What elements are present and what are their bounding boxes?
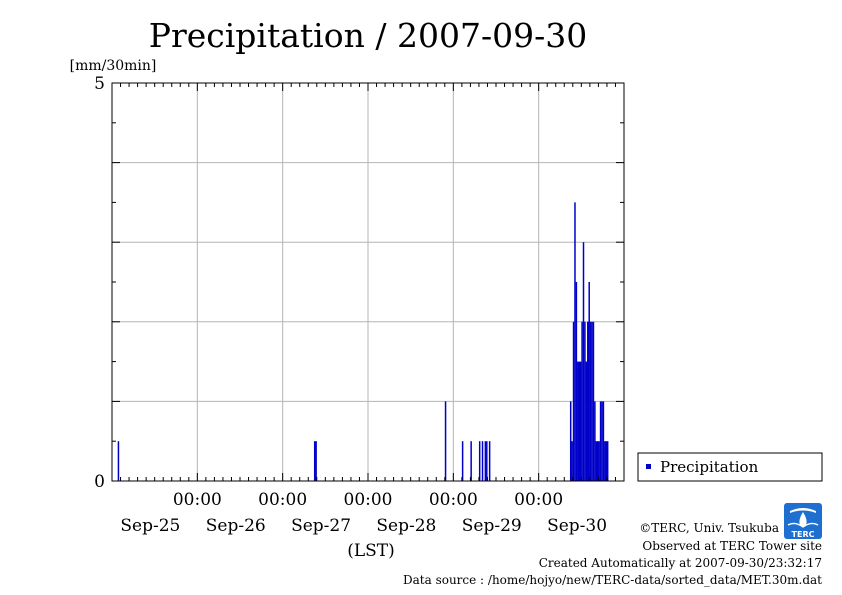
precipitation-bar [602,401,605,481]
precipitation-bar [117,441,120,481]
x-tick-time-label: 00:00 [429,490,478,510]
x-tick-time-label: 00:00 [173,490,222,510]
precipitation-bar [444,401,447,481]
precipitation-bar [604,441,606,481]
precipitation-bar [313,441,316,481]
precipitation-bar [481,441,484,481]
precipitation-bar [478,441,481,481]
precipitation-bar [581,321,583,481]
precipitation-bar [594,401,596,481]
precipitation-bar [606,441,609,481]
precipitation-bars [117,202,609,481]
y-axis-label: [mm/30min] [70,58,157,74]
precipitation-bar [578,361,580,481]
precipitation-bar [575,282,578,481]
precipitation-bar [587,321,589,481]
x-tick-date-label: Sep-28 [376,516,436,536]
precipitation-bar [315,441,317,481]
x-tick-date-label: Sep-25 [120,516,180,536]
precipitation-bar [579,361,582,481]
x-tick-date-label: Sep-26 [206,516,266,536]
chart-title: Precipitation / 2007-09-30 [149,16,587,55]
x-tick-time-label: 00:00 [344,490,393,510]
precipitation-bar [488,441,491,481]
y-tick-label: 0 [94,472,105,492]
x-axis-label: (LST) [347,541,395,561]
precipitation-bar [592,321,595,481]
y-tick-label: 5 [94,74,105,94]
legend-label: Precipitation [660,458,759,476]
precipitation-bar [571,441,573,481]
precipitation-bar [589,321,592,481]
precipitation-bar [461,441,464,481]
x-tick-date-label: Sep-27 [291,516,351,536]
grid-lines [112,83,624,481]
x-tick-date-label: Sep-29 [462,516,522,536]
precipitation-bar [582,242,585,481]
precipitation-bar [605,441,608,481]
legend-box [637,452,823,482]
footer-copyright: ©TERC, Univ. Tsukuba [639,521,779,535]
precipitation-bar [486,441,488,481]
terc-logo: TERC [784,503,822,539]
precipitation-bar [599,401,602,481]
precipitation-bar [574,202,576,481]
precipitation-bar [601,401,603,481]
precipitation-bar [572,321,575,481]
footer-source: Data source : /home/hojyo/new/TERC-data/… [403,573,822,587]
precipitation-bar [484,441,487,481]
precipitation-bar [470,441,472,481]
precipitation-bar [595,441,598,481]
precipitation-bar [584,321,586,481]
x-tick-date-label: Sep-30 [547,516,607,536]
precipitation-bar [588,282,590,481]
axis-ticks: 0 5 00:00 Sep-25 00:00 Sep-26 00:00 Sep-27 00:00… [94,74,625,536]
footer-observed: Observed at TERC Tower site [642,539,822,553]
legend-swatch [646,464,651,469]
precipitation-bar [569,401,572,481]
precipitation-bar [596,441,599,481]
precipitation-bar [591,321,593,481]
precipitation-bar [577,361,579,481]
footer-created: Created Automatically at 2007-09-30/23:3… [539,556,822,570]
x-tick-time-label: 00:00 [258,490,307,510]
logo-text: TERC [792,530,815,539]
x-tick-time-label: 00:00 [514,490,563,510]
precipitation-bar [598,441,600,481]
precipitation-bar [585,361,588,481]
